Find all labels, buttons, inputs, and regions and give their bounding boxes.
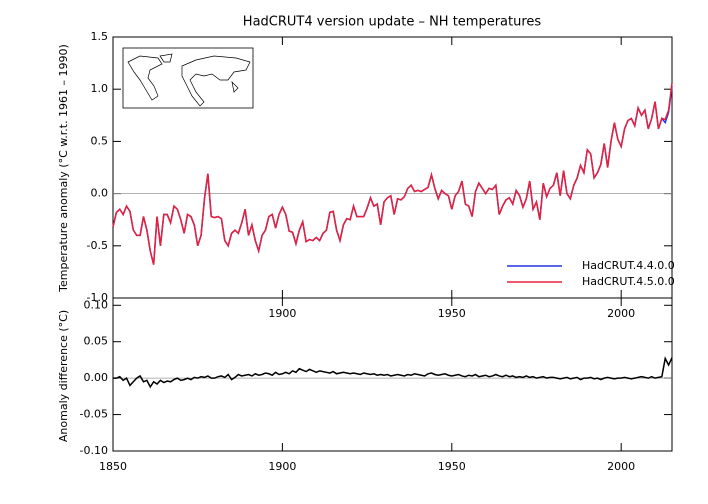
- x-tick-label: 1900: [268, 460, 296, 473]
- y-tick-label: 0.10: [84, 298, 109, 311]
- map-inset: [122, 47, 254, 109]
- y-tick-label: -0.5: [87, 239, 108, 252]
- legend-label: HadCRUT.4.5.0.0: [582, 275, 675, 288]
- y-axis-label: Temperature anomaly (°C w.r.t. 1961 – 19…: [57, 44, 70, 293]
- legend-label: HadCRUT.4.4.0.0: [582, 259, 675, 272]
- x-tick-label: 1900: [268, 307, 296, 320]
- x-tick-label: 2000: [607, 307, 635, 320]
- y-tick-label: 0.0: [91, 187, 109, 200]
- y-tick-label: 0.00: [84, 371, 109, 384]
- y-tick-label: 0.05: [84, 335, 109, 348]
- x-tick-label: 1950: [438, 460, 466, 473]
- y-tick-label: 0.5: [91, 134, 109, 147]
- y-tick-label: -0.10: [80, 444, 108, 457]
- y-tick-label: -0.05: [80, 408, 108, 421]
- data-line: [113, 356, 673, 389]
- x-tick-label: 1950: [438, 307, 466, 320]
- y-tick-label: 1.5: [91, 30, 109, 43]
- y-tick-label: -1.0: [87, 291, 108, 304]
- x-tick-label: 1850: [99, 460, 127, 473]
- data-line: [112, 82, 673, 265]
- plot-frame: [112, 297, 673, 452]
- y-tick-label: 1.0: [91, 82, 109, 95]
- y-axis-label: Anomaly difference (°C): [57, 310, 70, 442]
- x-tick-label: 2000: [607, 460, 635, 473]
- chart-title: HadCRUT4 version update – NH temperature…: [243, 15, 542, 30]
